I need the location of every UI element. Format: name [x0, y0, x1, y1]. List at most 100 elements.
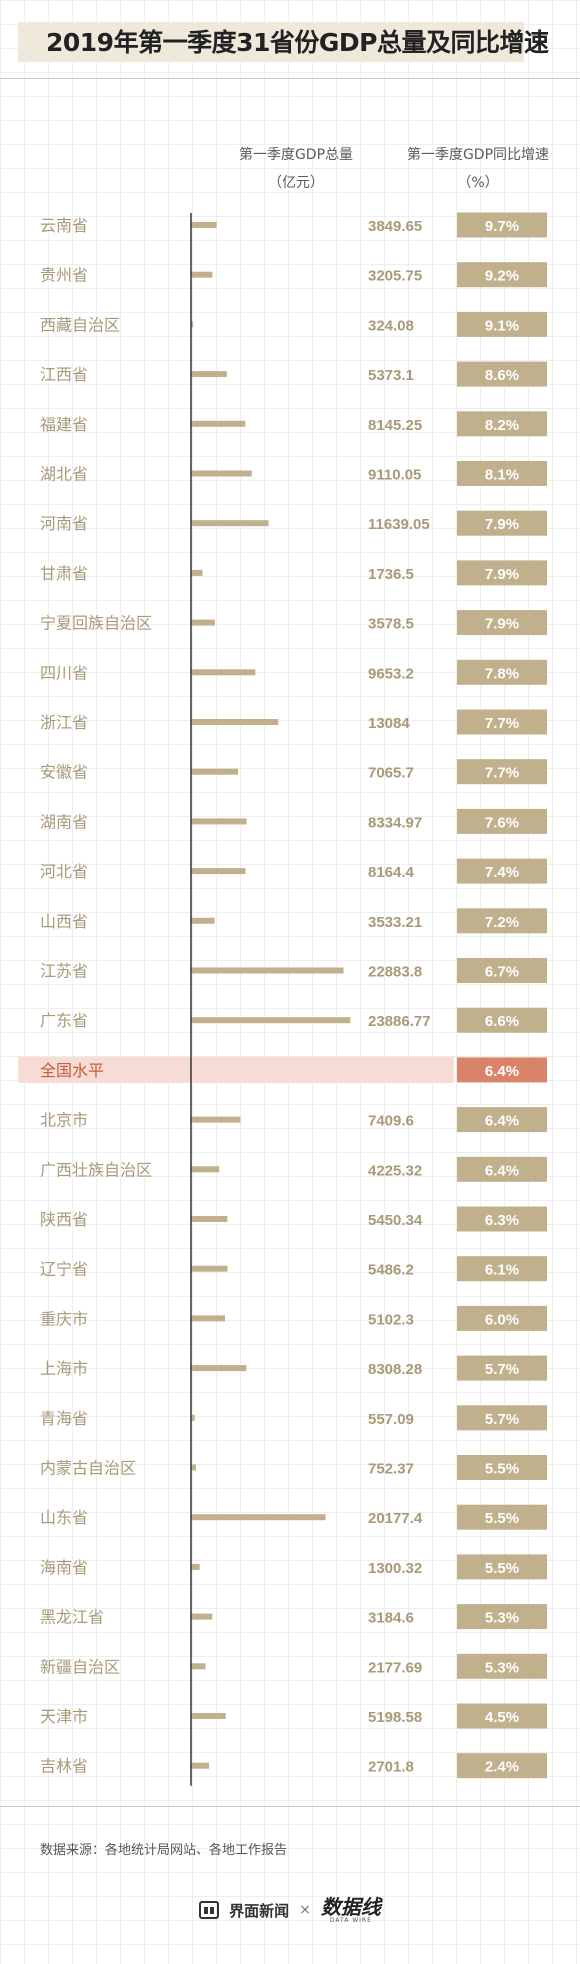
gdp-value-label: 3533.21: [368, 914, 422, 931]
growth-value-label: 4.5%: [485, 1709, 519, 1726]
gdp-value-label: 5486.2: [368, 1262, 414, 1279]
gdp-bar: [191, 420, 246, 427]
growth-value-label: 9.7%: [485, 218, 519, 235]
region-label: 甘肃省: [40, 564, 88, 583]
gdp-bar: [191, 1762, 210, 1769]
gdp-bar: [191, 1166, 220, 1173]
gdp-bar: [191, 669, 256, 676]
gdp-bar: [191, 1464, 197, 1471]
region-label: 河南省: [40, 514, 88, 533]
gdp-bar: [191, 1563, 200, 1570]
gdp-bar: [191, 1265, 228, 1272]
gdp-value-label: 23886.77: [368, 1013, 431, 1030]
region-label: 山东省: [40, 1508, 88, 1527]
growth-value-box: [457, 1703, 547, 1729]
growth-value-box: [457, 908, 547, 934]
region-label: 天津市: [40, 1707, 88, 1726]
growth-value-box: [457, 1305, 547, 1331]
gdp-bar: [191, 371, 227, 378]
region-label: 重庆市: [40, 1309, 88, 1328]
growth-value-label: 8.2%: [485, 417, 519, 434]
growth-value-label: 5.5%: [485, 1461, 519, 1478]
gdp-column-header: 第一季度GDP总量: [238, 147, 354, 163]
gdp-value-label: 7409.6: [368, 1113, 414, 1130]
growth-value-label: 6.4%: [485, 1162, 519, 1179]
growth-value-label: 6.6%: [485, 1013, 519, 1030]
gdp-bar: [191, 1315, 226, 1322]
gdp-value-label: 11639.05: [368, 516, 430, 533]
gdp-bar: [191, 321, 194, 328]
region-label: 福建省: [40, 415, 88, 434]
growth-value-box: [457, 1455, 547, 1480]
gdp-bar: [191, 1414, 195, 1421]
growth-value-label: 5.3%: [485, 1659, 519, 1676]
region-label: 广西壮族自治区: [40, 1160, 152, 1179]
growth-value-label: 6.3%: [485, 1212, 519, 1229]
gdp-bar: [191, 1613, 213, 1620]
growth-value-label: 2.4%: [485, 1759, 519, 1776]
gdp-value-label: 3578.5: [368, 616, 414, 633]
growth-value-label: 7.9%: [485, 516, 519, 533]
growth-value-box: [457, 1554, 547, 1580]
growth-value-label: 5.5%: [485, 1560, 519, 1577]
region-label: 吉林省: [40, 1757, 88, 1776]
growth-value-label: 8.1%: [485, 467, 519, 484]
footer-stripe: [0, 1944, 580, 1964]
gdp-value-label: 5450.34: [368, 1212, 423, 1229]
jiemian-brand: 界面新闻: [229, 1901, 290, 1920]
datawire-logo: 数据线 DATA WIRE: [321, 1897, 381, 1924]
gdp-value-label: 324.08: [368, 317, 414, 334]
growth-value-label: 5.7%: [485, 1361, 519, 1378]
growth-value-box: [457, 759, 547, 785]
gdp-value-label: 557.09: [368, 1411, 414, 1428]
growth-value-label: 9.2%: [485, 268, 519, 285]
gdp-bar: [191, 768, 239, 775]
growth-value-box: [457, 510, 547, 536]
region-label: 黑龙江省: [40, 1608, 104, 1627]
gdp-bar: [191, 1216, 228, 1222]
growth-value-box: [457, 1107, 547, 1133]
gdp-value-label: 20177.4: [368, 1510, 423, 1527]
gdp-bar: [191, 1514, 326, 1521]
growth-value-box: [457, 1355, 547, 1381]
gdp-value-label: 5102.3: [368, 1311, 414, 1328]
national-highlight-band: [18, 1056, 454, 1083]
gdp-value-label: 7065.7: [368, 765, 414, 782]
region-label: 云南省: [40, 216, 88, 235]
gdp-value-label: 3849.65: [368, 218, 422, 235]
growth-value-box: [457, 212, 547, 238]
growth-value-label: 9.1%: [485, 317, 519, 334]
top-divider: [0, 78, 580, 79]
gdp-bar: [191, 818, 247, 825]
gdp-bar: [191, 1713, 226, 1719]
growth-value-label: 6.7%: [485, 964, 519, 981]
growth-value-box: [457, 262, 547, 288]
region-label: 安徽省: [40, 763, 88, 782]
region-label: 山西省: [40, 912, 88, 931]
datawire-brand: 数据线: [320, 1894, 381, 1919]
gdp-value-label: 9110.05: [368, 467, 421, 484]
gdp-bar: [191, 1663, 206, 1670]
region-label: 北京市: [40, 1111, 88, 1130]
growth-value-label: 7.9%: [485, 616, 519, 633]
growth-value-box: [457, 858, 547, 884]
gdp-bar: [191, 271, 213, 278]
region-label: 江西省: [40, 365, 88, 384]
region-label: 辽宁省: [40, 1260, 88, 1279]
growth-value-box: [457, 1753, 547, 1779]
growth-value-box: [457, 808, 547, 834]
gdp-value-label: 2177.69: [368, 1659, 422, 1676]
gdp-column-unit: （亿元）: [268, 175, 324, 191]
growth-value-box: [457, 461, 547, 486]
growth-value-label: 7.7%: [485, 715, 519, 732]
gdp-bar: [191, 719, 279, 725]
gdp-value-label: 22883.8: [368, 964, 422, 981]
datawire-subtitle: DATA WIRE: [329, 1916, 372, 1924]
gdp-bar: [191, 470, 252, 477]
title-highlight-bar: [18, 22, 524, 62]
gdp-bar: [191, 1365, 247, 1372]
region-label: 浙江省: [40, 713, 88, 732]
region-label: 湖南省: [40, 812, 88, 831]
brand-separator: ×: [299, 1902, 311, 1918]
gdp-value-label: 13084: [368, 715, 410, 732]
